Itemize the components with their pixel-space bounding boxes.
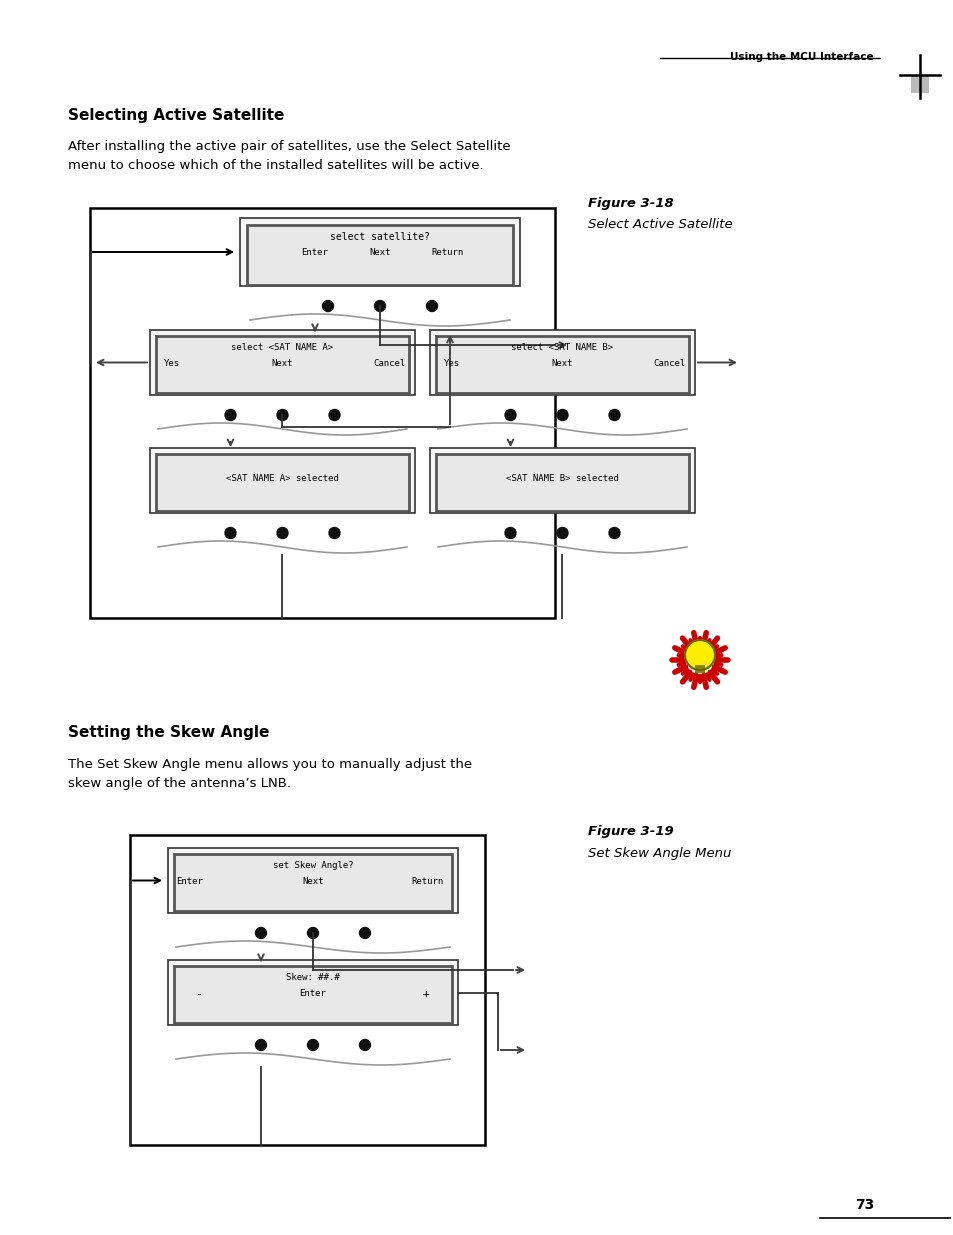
Bar [695,664,704,673]
Text: Next: Next [369,248,391,257]
Text: select <SAT NAME A>: select <SAT NAME A> [232,343,334,352]
Circle shape [322,300,334,311]
Bar [247,225,513,285]
Bar [430,448,695,513]
Circle shape [307,927,318,939]
Text: select satellite?: select satellite? [330,232,430,242]
Text: 73: 73 [854,1198,873,1212]
Bar [150,330,415,395]
Circle shape [276,527,288,538]
Circle shape [225,410,235,420]
Text: -: - [194,989,201,999]
Circle shape [608,410,619,420]
Text: Using the MCU Interface: Using the MCU Interface [730,52,873,62]
Bar [430,330,695,395]
Text: +: + [422,989,429,999]
Bar [156,454,409,511]
Bar [910,75,928,93]
Text: Cancel: Cancel [374,359,406,368]
Text: Return: Return [432,248,464,257]
Bar [168,960,457,1025]
Text: Next: Next [302,877,323,885]
Circle shape [329,527,339,538]
Text: Cancel: Cancel [653,359,685,368]
Text: Figure 3-18: Figure 3-18 [587,198,673,210]
Bar [90,207,555,618]
Text: <SAT NAME A> selected: <SAT NAME A> selected [226,474,338,483]
Bar [156,336,409,393]
Bar [168,848,457,913]
Bar [130,835,484,1145]
Circle shape [359,927,370,939]
Text: Enter: Enter [299,989,326,998]
Text: Figure 3-19: Figure 3-19 [587,825,673,839]
Circle shape [255,1040,266,1051]
Text: Enter: Enter [176,877,203,885]
Text: set Skew Angle?: set Skew Angle? [273,861,353,869]
Circle shape [375,300,385,311]
Circle shape [684,640,714,671]
Text: The Set Skew Angle menu allows you to manually adjust the
skew angle of the ante: The Set Skew Angle menu allows you to ma… [68,758,472,790]
Circle shape [504,410,516,420]
Circle shape [504,527,516,538]
Text: Yes: Yes [443,359,459,368]
Text: Selecting Active Satellite: Selecting Active Satellite [68,107,284,124]
Bar [173,853,452,911]
Text: Next: Next [551,359,573,368]
Text: Next: Next [272,359,293,368]
Text: select <SAT NAME B>: select <SAT NAME B> [511,343,613,352]
Circle shape [307,1040,318,1051]
Text: Yes: Yes [164,359,180,368]
Text: Skew: ##.#: Skew: ##.# [286,973,339,982]
Text: Return: Return [412,877,444,885]
Bar [436,454,688,511]
Circle shape [329,410,339,420]
Text: Select Active Satellite: Select Active Satellite [587,219,732,231]
Circle shape [359,1040,370,1051]
Text: After installing the active pair of satellites, use the Select Satellite
menu to: After installing the active pair of sate… [68,140,510,172]
Bar [173,966,452,1024]
Text: <SAT NAME B> selected: <SAT NAME B> selected [505,474,618,483]
Circle shape [608,527,619,538]
Circle shape [276,410,288,420]
Circle shape [557,410,567,420]
Circle shape [225,527,235,538]
Text: Enter: Enter [301,248,328,257]
Bar [150,448,415,513]
Circle shape [557,527,567,538]
Circle shape [255,927,266,939]
Circle shape [426,300,437,311]
Bar [240,219,519,287]
Text: Setting the Skew Angle: Setting the Skew Angle [68,725,269,740]
Bar [436,336,688,393]
Text: Set Skew Angle Menu: Set Skew Angle Menu [587,847,731,860]
